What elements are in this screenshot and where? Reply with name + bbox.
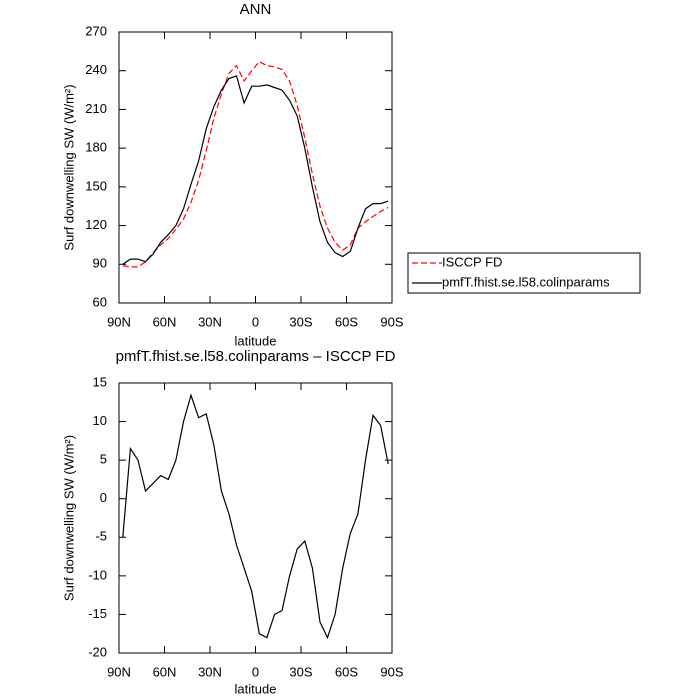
x-tick-label: 90N <box>107 314 131 329</box>
y-tick-label: -10 <box>88 567 107 582</box>
y-tick-label: 120 <box>85 217 107 232</box>
x-tick-label: 60N <box>153 314 177 329</box>
chart-title: ANN <box>240 1 272 18</box>
x-tick-label: 60S <box>335 664 358 679</box>
x-tick-label: 90S <box>380 664 403 679</box>
legend-label: ISCCP FD <box>442 254 502 269</box>
x-tick-label: 60N <box>153 664 177 679</box>
y-tick-label: 0 <box>100 490 107 505</box>
y-tick-label: 240 <box>85 62 107 77</box>
y-axis-label: Surf downwelling SW (W/m²) <box>61 435 76 601</box>
y-tick-label: 5 <box>100 452 107 467</box>
y-tick-label: 150 <box>85 178 107 193</box>
legend-label: pmfT.fhist.se.l58.colinparams <box>442 274 610 289</box>
x-axis-label: latitude <box>235 681 277 696</box>
x-tick-label: 30S <box>289 664 312 679</box>
data-line <box>122 60 389 268</box>
y-tick-label: 15 <box>93 374 107 389</box>
y-tick-label: -15 <box>88 606 107 621</box>
y-tick-label: -20 <box>88 644 107 659</box>
x-tick-label: 30N <box>198 664 222 679</box>
plot-frame <box>118 31 393 304</box>
x-tick-label: 0 <box>252 314 259 329</box>
y-tick-label: 180 <box>85 140 107 155</box>
y-tick-label: 10 <box>93 413 107 428</box>
x-tick-label: 30N <box>198 314 222 329</box>
x-axis-label: latitude <box>235 333 277 348</box>
x-tick-label: 0 <box>252 664 259 679</box>
y-tick-label: 210 <box>85 101 107 116</box>
x-tick-label: 90S <box>380 314 403 329</box>
y-tick-label: 90 <box>93 256 107 271</box>
data-line <box>122 393 389 640</box>
y-axis-label: Surf downwelling SW (W/m²) <box>61 84 76 250</box>
chart-title: pmfT.fhist.se.l58.colinparams – ISCCP FD <box>116 348 396 365</box>
x-tick-label: 60S <box>335 314 358 329</box>
x-tick-label: 90N <box>107 664 131 679</box>
legend-box <box>407 252 641 294</box>
y-tick-label: 60 <box>93 294 107 309</box>
x-tick-label: 30S <box>289 314 312 329</box>
data-line <box>122 75 389 265</box>
y-tick-label: 270 <box>85 23 107 38</box>
y-tick-label: -5 <box>95 529 107 544</box>
